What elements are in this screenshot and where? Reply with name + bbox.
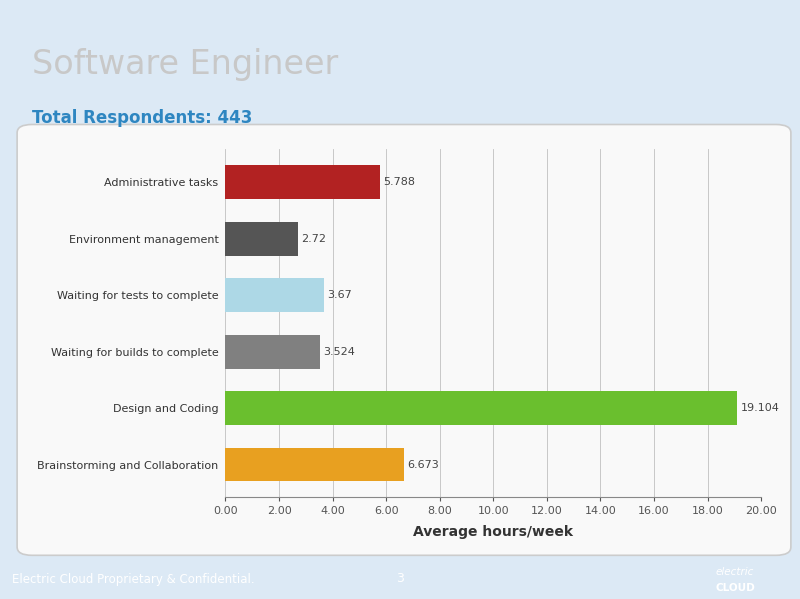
FancyBboxPatch shape bbox=[17, 125, 791, 555]
Text: Software Engineer: Software Engineer bbox=[32, 49, 338, 81]
Bar bbox=[226, 222, 298, 256]
Text: electric: electric bbox=[716, 567, 754, 577]
Bar bbox=[226, 447, 404, 482]
Text: Total Respondents: 443: Total Respondents: 443 bbox=[32, 109, 252, 127]
Text: Electric Cloud Proprietary & Confidential.: Electric Cloud Proprietary & Confidentia… bbox=[12, 573, 254, 585]
Text: 5.788: 5.788 bbox=[384, 177, 416, 187]
Text: 3.524: 3.524 bbox=[323, 347, 355, 356]
Text: 2.72: 2.72 bbox=[302, 234, 326, 244]
Bar bbox=[226, 391, 737, 425]
X-axis label: Average hours/week: Average hours/week bbox=[414, 525, 574, 539]
Text: CLOUD: CLOUD bbox=[716, 583, 756, 593]
Text: 3.67: 3.67 bbox=[327, 290, 352, 300]
Bar bbox=[226, 278, 324, 312]
Text: 6.673: 6.673 bbox=[407, 459, 439, 470]
Text: 3: 3 bbox=[396, 573, 404, 585]
Text: 19.104: 19.104 bbox=[740, 403, 779, 413]
Bar bbox=[226, 335, 320, 368]
Bar bbox=[226, 165, 381, 199]
